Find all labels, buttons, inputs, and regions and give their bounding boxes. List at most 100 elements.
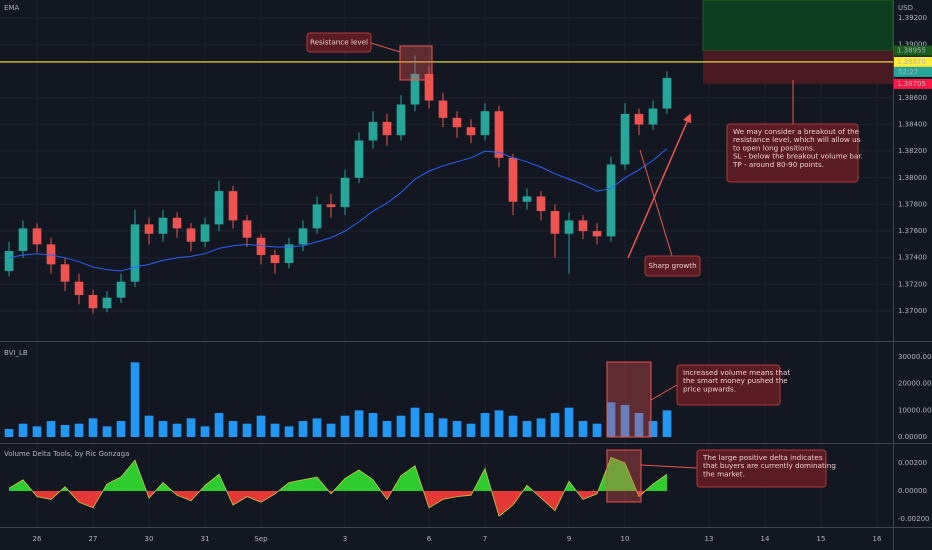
volume-bar <box>438 418 448 437</box>
price-tag <box>894 56 932 67</box>
volume-bar <box>256 415 266 437</box>
candle-body <box>200 224 210 242</box>
x-tick-label: 14 <box>761 535 770 543</box>
volume-bar <box>270 423 280 437</box>
volume-bar <box>522 421 532 437</box>
y-tick-label: 1.38600 <box>898 94 927 102</box>
volume-bar <box>228 421 238 437</box>
y-tick-label: 1.37200 <box>898 280 927 288</box>
annotation-text: We may consider a breakout of the <box>733 127 860 136</box>
y-tick-label: 1.37600 <box>898 227 927 235</box>
candle-body <box>550 211 560 234</box>
connector <box>370 42 401 53</box>
volume-bar <box>242 423 252 437</box>
volume-bar <box>88 418 98 437</box>
candle-body <box>508 157 518 202</box>
connector <box>639 149 673 257</box>
pane-title: Volume Delta Tools, by Ric Gonzaga <box>4 450 129 458</box>
candle-body <box>18 228 28 252</box>
volume-bar <box>284 426 294 437</box>
candle-body <box>270 255 280 264</box>
candle-body <box>88 294 98 309</box>
x-tick-label: 9 <box>567 535 571 543</box>
volume-bar <box>382 421 392 437</box>
candle-body <box>158 217 168 234</box>
annotation-text: TP - around 80-90 points. <box>732 160 824 169</box>
candle-body <box>116 281 126 298</box>
candle-body <box>284 244 294 264</box>
y-tick-label: 10000.00000 <box>898 406 932 414</box>
delta-area-positive <box>9 457 667 492</box>
candle-body <box>396 104 406 136</box>
volume-bar <box>452 421 462 437</box>
candle-body <box>466 127 476 136</box>
candle-body <box>578 220 588 232</box>
x-tick-label: 27 <box>89 535 98 543</box>
volume-bar <box>410 407 420 437</box>
x-tick-label: 15 <box>817 535 826 543</box>
volume-bar <box>200 426 210 437</box>
volume-bar <box>102 426 112 437</box>
volume-bar <box>214 413 224 437</box>
volume-bar <box>620 405 630 437</box>
candle-body <box>410 73 420 105</box>
x-tick-label: 3 <box>343 535 347 543</box>
volume-bar <box>578 421 588 437</box>
candle-body <box>648 108 658 125</box>
x-tick-label: 16 <box>873 535 882 543</box>
volume-bar <box>298 421 308 437</box>
y-tick-label: 30000.00000 <box>898 353 932 361</box>
annotation-text: The large positive delta indicates <box>702 453 823 462</box>
volume-bar <box>186 418 196 437</box>
annotation-text: Resistance level <box>310 38 368 47</box>
candle-body <box>326 204 336 208</box>
candle-body <box>452 117 462 128</box>
candle-body <box>312 204 322 229</box>
candle-body <box>102 297 112 309</box>
highlight-box <box>399 45 433 81</box>
pane-title: BVI_LB <box>4 349 28 357</box>
candle-body <box>74 281 84 295</box>
annotation-text: resistance level, which will allow us <box>733 135 861 144</box>
annotation-box <box>676 364 781 406</box>
y-tick-label: 0.00000 <box>898 487 927 495</box>
candle-body <box>424 73 434 101</box>
volume-bar <box>32 426 42 437</box>
volume-bar <box>18 423 28 437</box>
candle-body <box>46 244 56 265</box>
x-tick-label: Sep <box>254 535 268 543</box>
volume-bar <box>508 415 518 437</box>
volume-bar <box>564 407 574 437</box>
annotation-box <box>306 32 372 53</box>
annotation-text: that buyers are currently dominating <box>703 461 836 470</box>
ema-line <box>8 148 668 272</box>
price-tag <box>894 78 932 89</box>
volume-bar <box>144 415 154 437</box>
annotation-text: price upwards. <box>683 384 736 393</box>
candle-body <box>564 220 574 234</box>
volume-bar <box>312 418 322 437</box>
volume-bar <box>396 415 406 437</box>
price-tag-label: 1.38955 <box>897 47 926 55</box>
y-tick-label: 1.38200 <box>898 147 927 155</box>
volume-bar <box>172 423 182 437</box>
take-profit-zone <box>702 0 894 52</box>
y-tick-label: 1.37400 <box>898 254 927 262</box>
y-tick-label: 1.38000 <box>898 174 927 182</box>
annotation-text: SL - below the breakout volume bar. <box>733 152 863 161</box>
volume-bar <box>634 413 644 437</box>
y-tick-label: 20000.00000 <box>898 380 932 388</box>
candle-body <box>4 251 14 272</box>
candle-body <box>298 228 308 245</box>
volume-bar <box>354 410 364 437</box>
price-tag <box>894 45 932 56</box>
volume-bar <box>494 410 504 437</box>
volume-bar <box>648 421 658 437</box>
candle-body <box>130 224 140 282</box>
candle-body <box>494 111 504 158</box>
candle-body <box>228 191 238 221</box>
annotation-text: Increased volume means that <box>683 368 790 377</box>
volume-bar <box>480 413 490 437</box>
arrow <box>627 113 692 259</box>
